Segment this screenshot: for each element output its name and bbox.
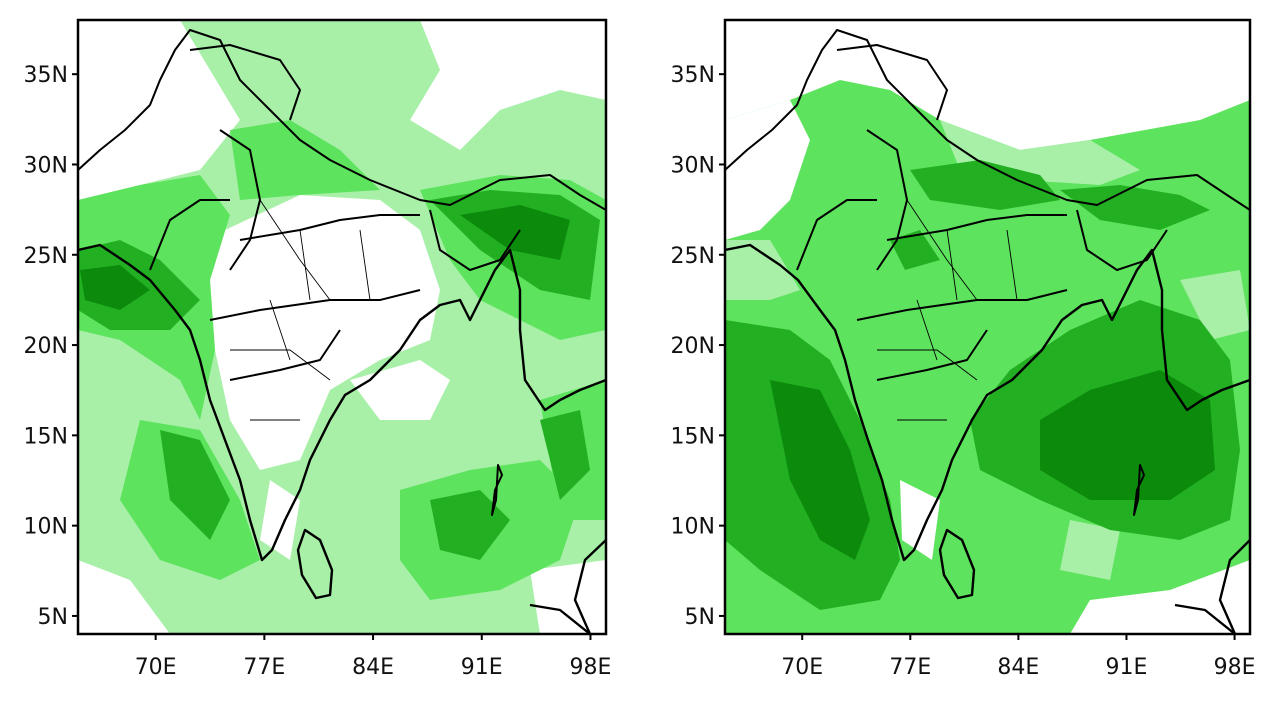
lon-tick-label: 84E: [997, 655, 1039, 680]
lon-tick-label: 98E: [570, 655, 612, 680]
lat-tick-label: 20N: [671, 334, 715, 359]
right-precip-field: [725, 20, 1250, 634]
lat-tick-label: 20N: [24, 334, 68, 359]
left-boundaries: [78, 29, 606, 634]
right-lon-ticks: 70E 77E 84E 91E 98E: [781, 634, 1256, 680]
lat-tick-label: 35N: [24, 63, 68, 88]
lat-tick-label: 15N: [671, 424, 715, 449]
lon-tick-label: 98E: [1214, 655, 1256, 680]
lat-tick-label: 25N: [24, 244, 68, 269]
lat-tick-label: 10N: [24, 515, 68, 540]
right-map-panel: 35N 30N 25N 20N 15N 10N 5N 70E 77E 84E 91E 98E: [640, 0, 1280, 720]
left-map-panel: 35N 30N 25N 20N 15N 10N 5N 70E 77E 84E 91E 98E: [24, 18, 612, 680]
lon-tick-label: 91E: [1106, 655, 1148, 680]
lat-tick-label: 10N: [671, 515, 715, 540]
lat-tick-label: 25N: [671, 244, 715, 269]
lat-tick-label: 5N: [685, 605, 715, 630]
lon-tick-label: 70E: [135, 655, 177, 680]
lat-tick-label: 35N: [671, 63, 715, 88]
lon-tick-label: 84E: [352, 655, 394, 680]
lon-tick-label: 91E: [461, 655, 503, 680]
lat-tick-label: 30N: [671, 153, 715, 178]
lon-tick-label: 77E: [243, 655, 285, 680]
lon-tick-label: 70E: [781, 655, 823, 680]
right-boundaries: [725, 29, 1250, 634]
right-map-frame: [723, 18, 1252, 636]
lat-tick-label: 30N: [24, 153, 68, 178]
left-map-frame: [76, 18, 608, 636]
left-precip-field: [78, 20, 606, 634]
right-lat-ticks: 35N 30N 25N 20N 15N 10N 5N: [671, 63, 725, 630]
left-lat-ticks: 35N 30N 25N 20N 15N 10N 5N: [24, 63, 78, 630]
right-map-svg: 35N 30N 25N 20N 15N 10N 5N 70E 77E 84E 91E 98E: [671, 18, 1256, 680]
lat-tick-label: 15N: [24, 424, 68, 449]
left-lon-ticks: 70E 77E 84E 91E 98E: [135, 634, 612, 680]
lon-tick-label: 77E: [889, 655, 931, 680]
lat-tick-label: 5N: [38, 605, 68, 630]
left-map-svg: 35N 30N 25N 20N 15N 10N 5N 70E 77E 84E 91E 98E: [24, 18, 612, 680]
